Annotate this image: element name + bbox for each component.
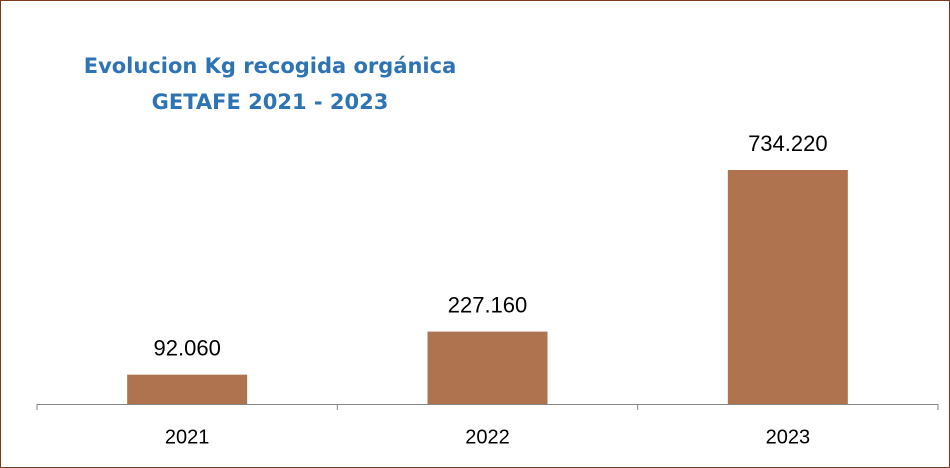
chart-title: Evolucion Kg recogida orgánica [84, 54, 457, 78]
data-label: 734.220 [748, 131, 828, 156]
bar [427, 331, 548, 404]
bar [727, 170, 848, 404]
data-label: 92.060 [154, 335, 221, 360]
bar [127, 374, 248, 404]
x-tick-label: 2022 [465, 426, 510, 448]
x-tick-label: 2023 [766, 426, 811, 448]
chart-subtitle: GETAFE 2021 - 2023 [152, 90, 389, 114]
data-label: 227.160 [448, 292, 528, 317]
x-tick-label: 2021 [165, 426, 210, 448]
